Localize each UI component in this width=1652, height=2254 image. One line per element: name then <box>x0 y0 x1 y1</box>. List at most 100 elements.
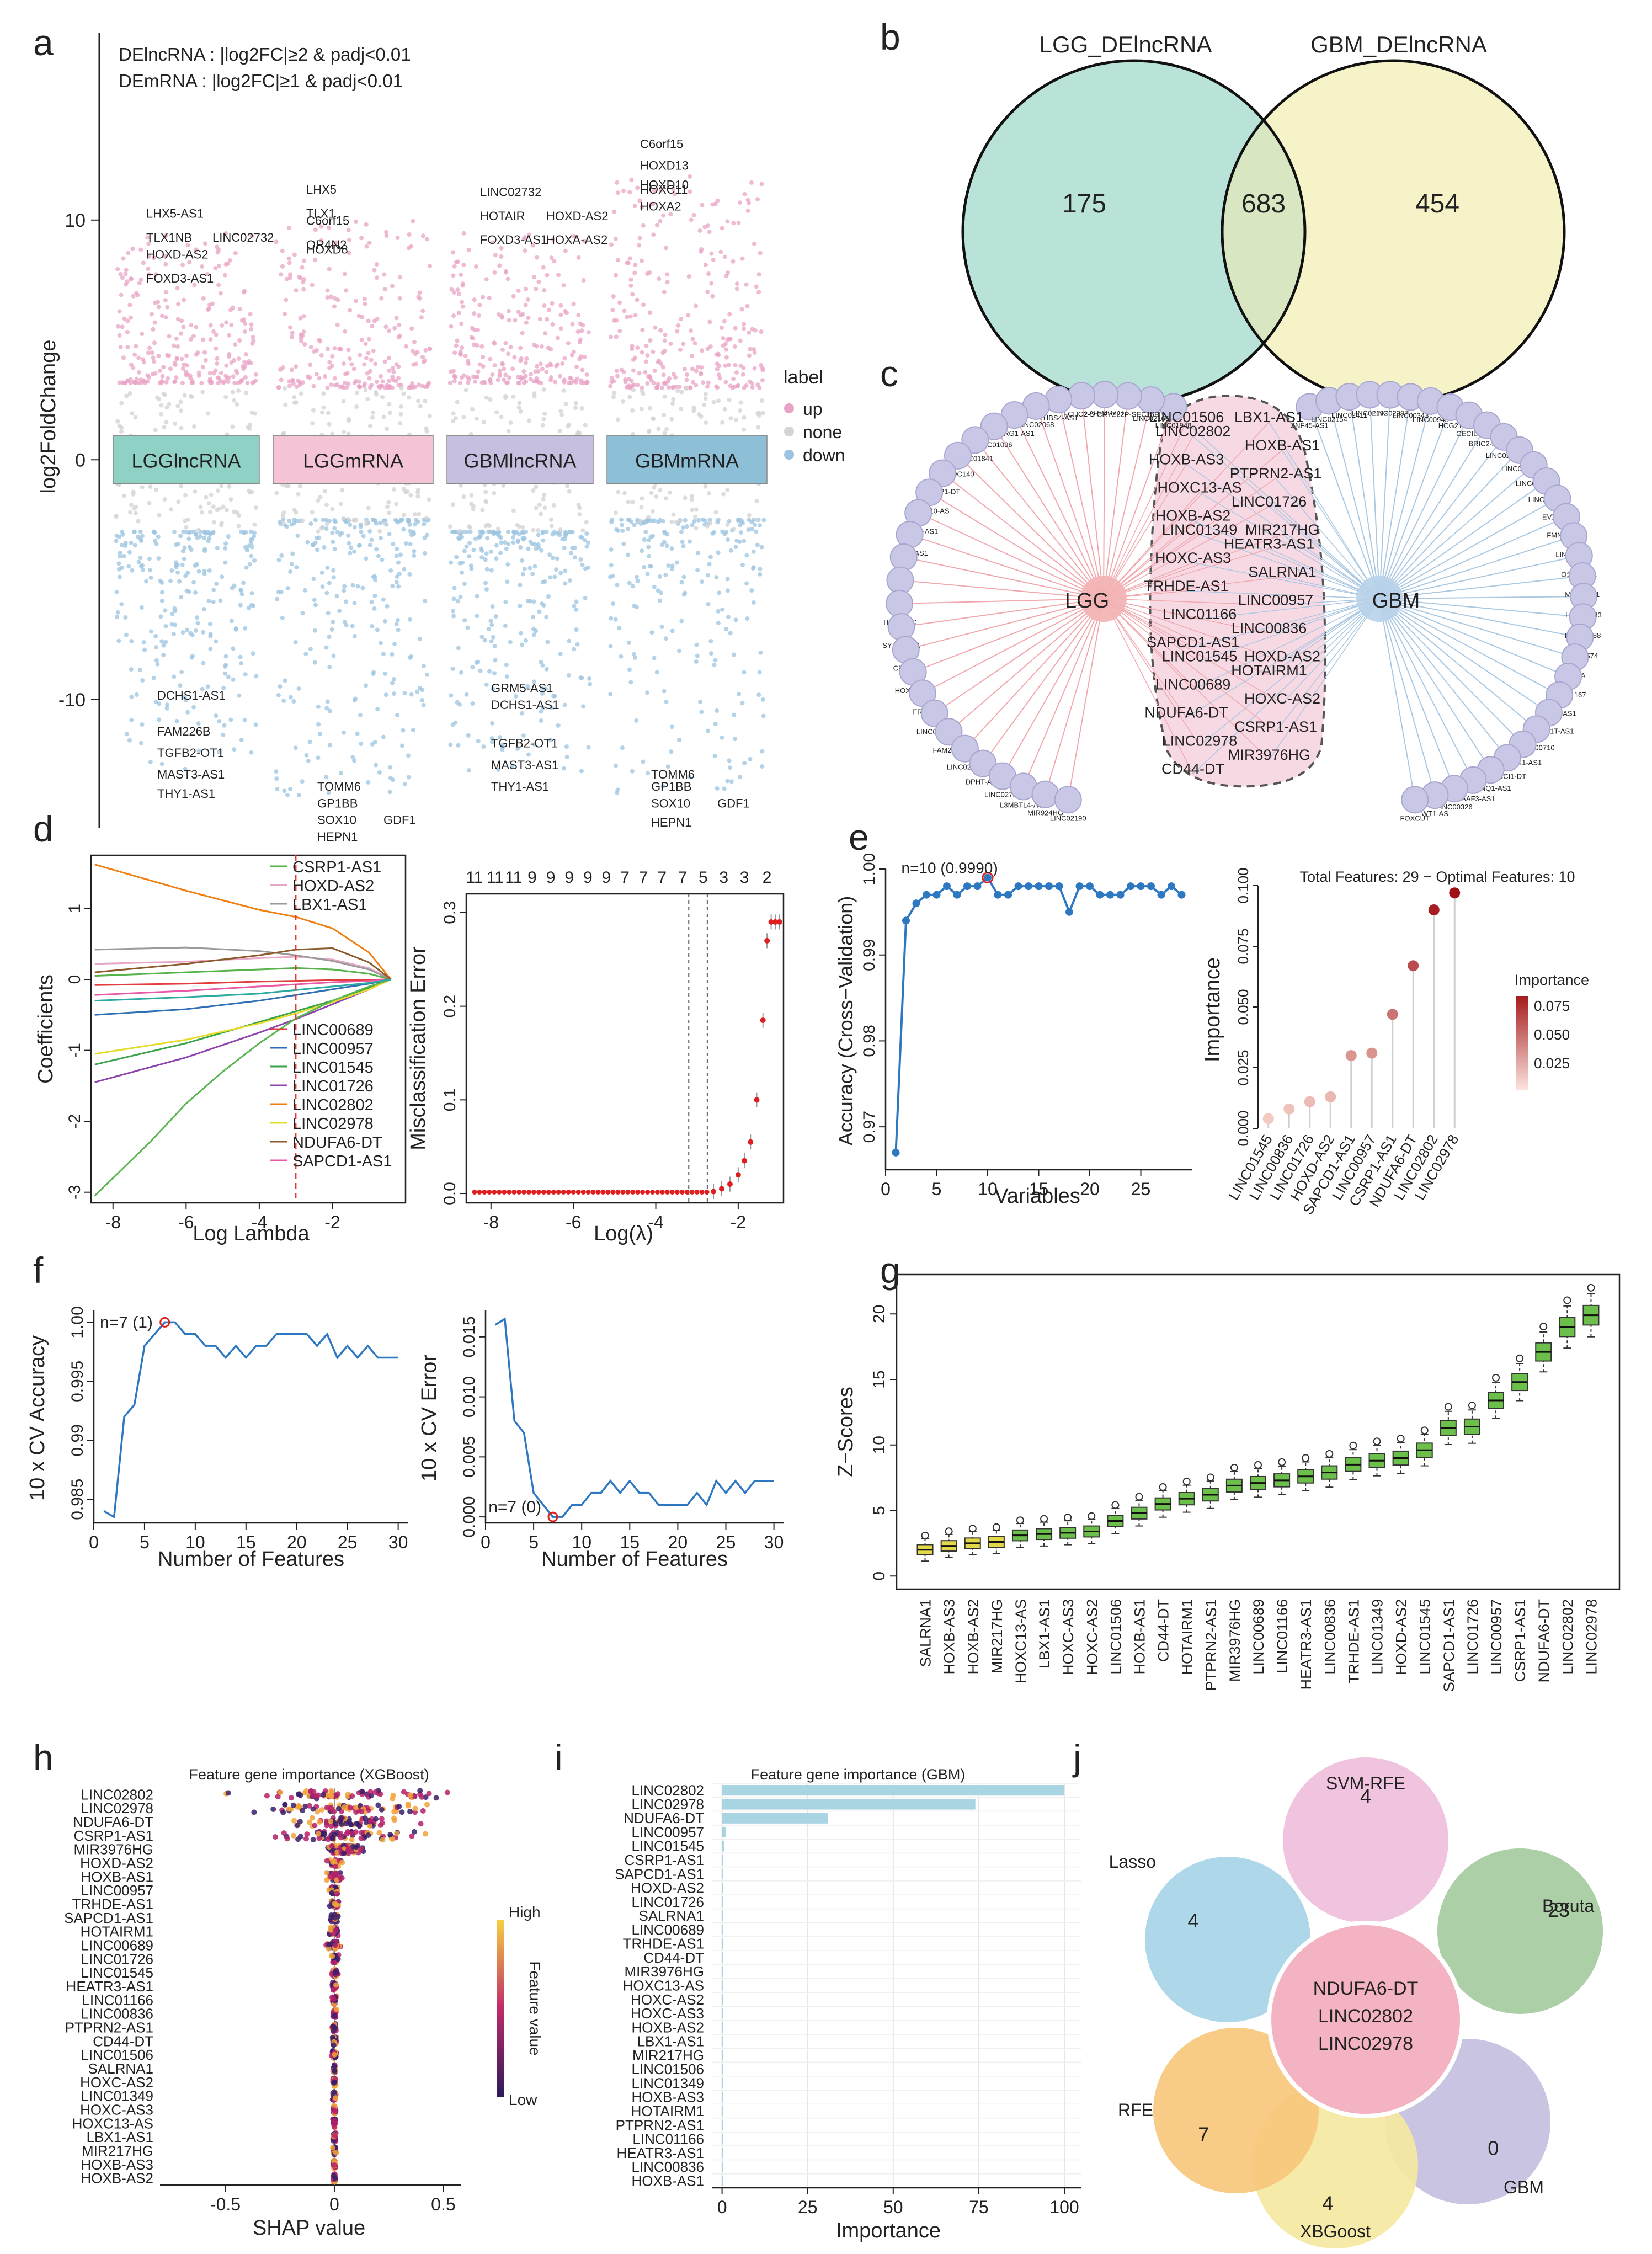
up-point <box>229 323 234 328</box>
up-point <box>552 259 557 264</box>
up-point <box>628 277 633 282</box>
up-point <box>553 380 558 385</box>
shap-point <box>329 1835 335 1841</box>
down-point <box>284 524 289 529</box>
up-point <box>727 312 732 317</box>
panel-letter: e <box>849 817 869 857</box>
edge-gbm-shared <box>1186 422 1380 599</box>
down-point <box>525 684 530 689</box>
up-point <box>184 353 189 358</box>
shap-point <box>420 1808 426 1814</box>
down-point <box>744 553 749 558</box>
down-point <box>239 737 244 742</box>
down-point <box>387 765 392 770</box>
up-point <box>332 346 337 351</box>
down-point <box>121 553 126 558</box>
petal <box>1153 2028 1319 2193</box>
feature-label: HOXC-AS2 <box>80 2074 153 2091</box>
down-point <box>484 551 489 556</box>
up-point <box>733 363 738 367</box>
up-point <box>390 284 395 289</box>
error-point <box>580 1189 586 1195</box>
up-point <box>188 337 193 342</box>
up-point <box>545 364 550 369</box>
down-point <box>468 563 473 568</box>
shap-point <box>275 1794 281 1800</box>
down-point <box>467 768 472 773</box>
up-point <box>410 381 415 386</box>
edge-gbm <box>1379 575 1582 599</box>
shap-point <box>331 1996 337 2002</box>
up-point <box>475 328 480 333</box>
outlier <box>1182 1478 1191 1486</box>
down-point <box>218 598 223 603</box>
y-tick-label: 10 <box>65 210 86 231</box>
shap-point <box>310 1837 316 1843</box>
down-point <box>211 599 216 604</box>
down-point <box>127 550 132 555</box>
up-point <box>532 275 537 280</box>
down-point <box>316 704 321 709</box>
none-point <box>206 501 211 506</box>
up-point <box>637 243 642 248</box>
none-point <box>407 395 412 400</box>
down-point <box>708 651 713 656</box>
up-point <box>534 344 539 349</box>
feature-label: LINC02978 <box>81 1800 153 1816</box>
down-point <box>681 525 686 530</box>
x-tick-label: CSRP1-AS1 <box>1512 1599 1528 1682</box>
up-point <box>610 307 615 312</box>
x-tick-label: 25 <box>716 1532 736 1552</box>
down-point <box>683 518 688 523</box>
y-tick-label: -1 <box>66 1043 84 1058</box>
shap-point <box>329 2145 335 2151</box>
down-point <box>178 683 183 688</box>
shap-point <box>359 1788 365 1794</box>
down-point <box>452 585 457 590</box>
down-point <box>138 529 143 534</box>
legend-label: HOXD-AS2 <box>292 877 374 895</box>
outlier <box>1111 1501 1120 1509</box>
shared-node-label: MIR217HG <box>1245 521 1319 538</box>
none-point <box>615 417 620 422</box>
down-point <box>408 542 413 547</box>
edge-gbm <box>1379 596 1584 599</box>
up-point <box>571 301 576 306</box>
up-point <box>535 379 540 383</box>
up-point <box>224 363 229 368</box>
node-label: FCHO2-DT <box>1063 410 1100 418</box>
down-point <box>468 529 473 534</box>
none-point <box>725 522 730 527</box>
node-label: LARP4B-DT <box>1085 409 1125 417</box>
y-tick-label: 10 <box>870 1436 888 1454</box>
up-point <box>354 220 359 225</box>
up-point <box>325 295 330 300</box>
up-point <box>541 265 546 270</box>
shap-point <box>282 1802 288 1808</box>
up-point <box>491 240 495 245</box>
up-point <box>633 313 638 318</box>
up-point <box>471 342 476 347</box>
none-point <box>215 508 220 513</box>
error-point <box>605 1189 611 1195</box>
down-point <box>464 692 469 697</box>
down-point <box>520 711 525 716</box>
petal <box>1283 1757 1448 1923</box>
up-point <box>128 381 133 386</box>
none-point <box>247 488 252 493</box>
down-point <box>518 583 523 588</box>
down-point <box>188 631 193 636</box>
importance-bar <box>722 2064 723 2075</box>
up-point <box>526 315 531 320</box>
none-point <box>531 488 536 493</box>
up-point <box>688 385 692 390</box>
down-point <box>352 758 357 763</box>
down-point <box>331 568 336 573</box>
none-point <box>541 497 546 502</box>
down-point <box>196 748 201 753</box>
down-point <box>402 567 407 572</box>
down-point <box>483 557 488 562</box>
down-point <box>651 534 656 539</box>
nonzero-count-label: 11 <box>487 868 504 887</box>
y-tick-label: 0.015 <box>460 1316 478 1357</box>
